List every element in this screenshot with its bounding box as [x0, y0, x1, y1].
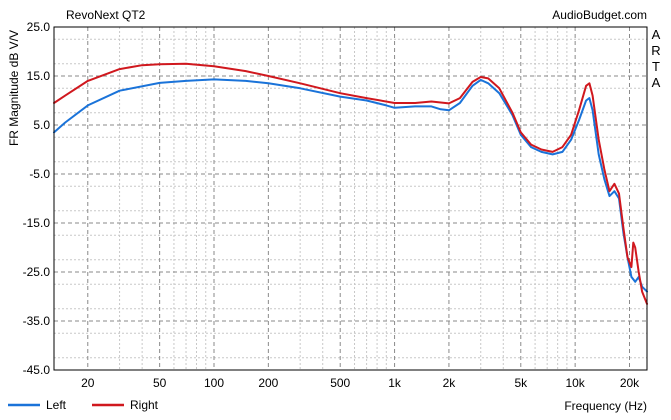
- plot-frame: [53, 26, 648, 371]
- y-tick-label: -15.0: [23, 216, 51, 230]
- y-tick-label: 25.0: [27, 20, 51, 34]
- x-axis-label: Frequency (Hz): [564, 399, 647, 413]
- y-axis-ticks: 25.0 15.0 5.0 -5.0 -15.0 -25.0 -35.0 -45.0: [23, 20, 51, 377]
- series-line-left: [53, 78, 648, 293]
- side-label-letter: A: [652, 27, 661, 42]
- side-label-letter: R: [651, 43, 660, 58]
- x-axis-ticks: 20 50 100 200 500 1k 2k 5k 10k 20k: [81, 376, 640, 390]
- grid: [54, 26, 647, 371]
- side-label-letter: T: [652, 59, 660, 74]
- y-tick-label: -25.0: [23, 265, 51, 279]
- series-line-right: [53, 62, 648, 305]
- x-tick-label: 10k: [565, 376, 585, 390]
- legend-label-right: Right: [130, 398, 159, 412]
- series-group: [53, 62, 648, 305]
- side-label-letter: A: [652, 75, 661, 90]
- x-tick-label: 50: [153, 376, 167, 390]
- y-tick-label: 5.0: [33, 118, 50, 132]
- chart-title: RevoNext QT2: [66, 8, 146, 22]
- watermark: AudioBudget.com: [552, 8, 647, 22]
- x-tick-label: 200: [258, 376, 278, 390]
- x-tick-label: 2k: [443, 376, 457, 390]
- y-tick-label: -35.0: [23, 314, 51, 328]
- legend-label-left: Left: [46, 398, 67, 412]
- y-axis-label: FR Magnitude dB V/V: [7, 30, 21, 146]
- x-tick-label: 1k: [388, 376, 402, 390]
- x-tick-label: 20: [81, 376, 95, 390]
- y-tick-label: -5.0: [29, 167, 50, 181]
- x-tick-label: 20k: [620, 376, 640, 390]
- x-tick-label: 100: [204, 376, 224, 390]
- x-tick-label: 5k: [514, 376, 528, 390]
- x-tick-label: 500: [330, 376, 350, 390]
- legend: Left Right: [8, 398, 159, 412]
- y-tick-label: 15.0: [27, 69, 51, 83]
- y-tick-label: -45.0: [23, 363, 51, 377]
